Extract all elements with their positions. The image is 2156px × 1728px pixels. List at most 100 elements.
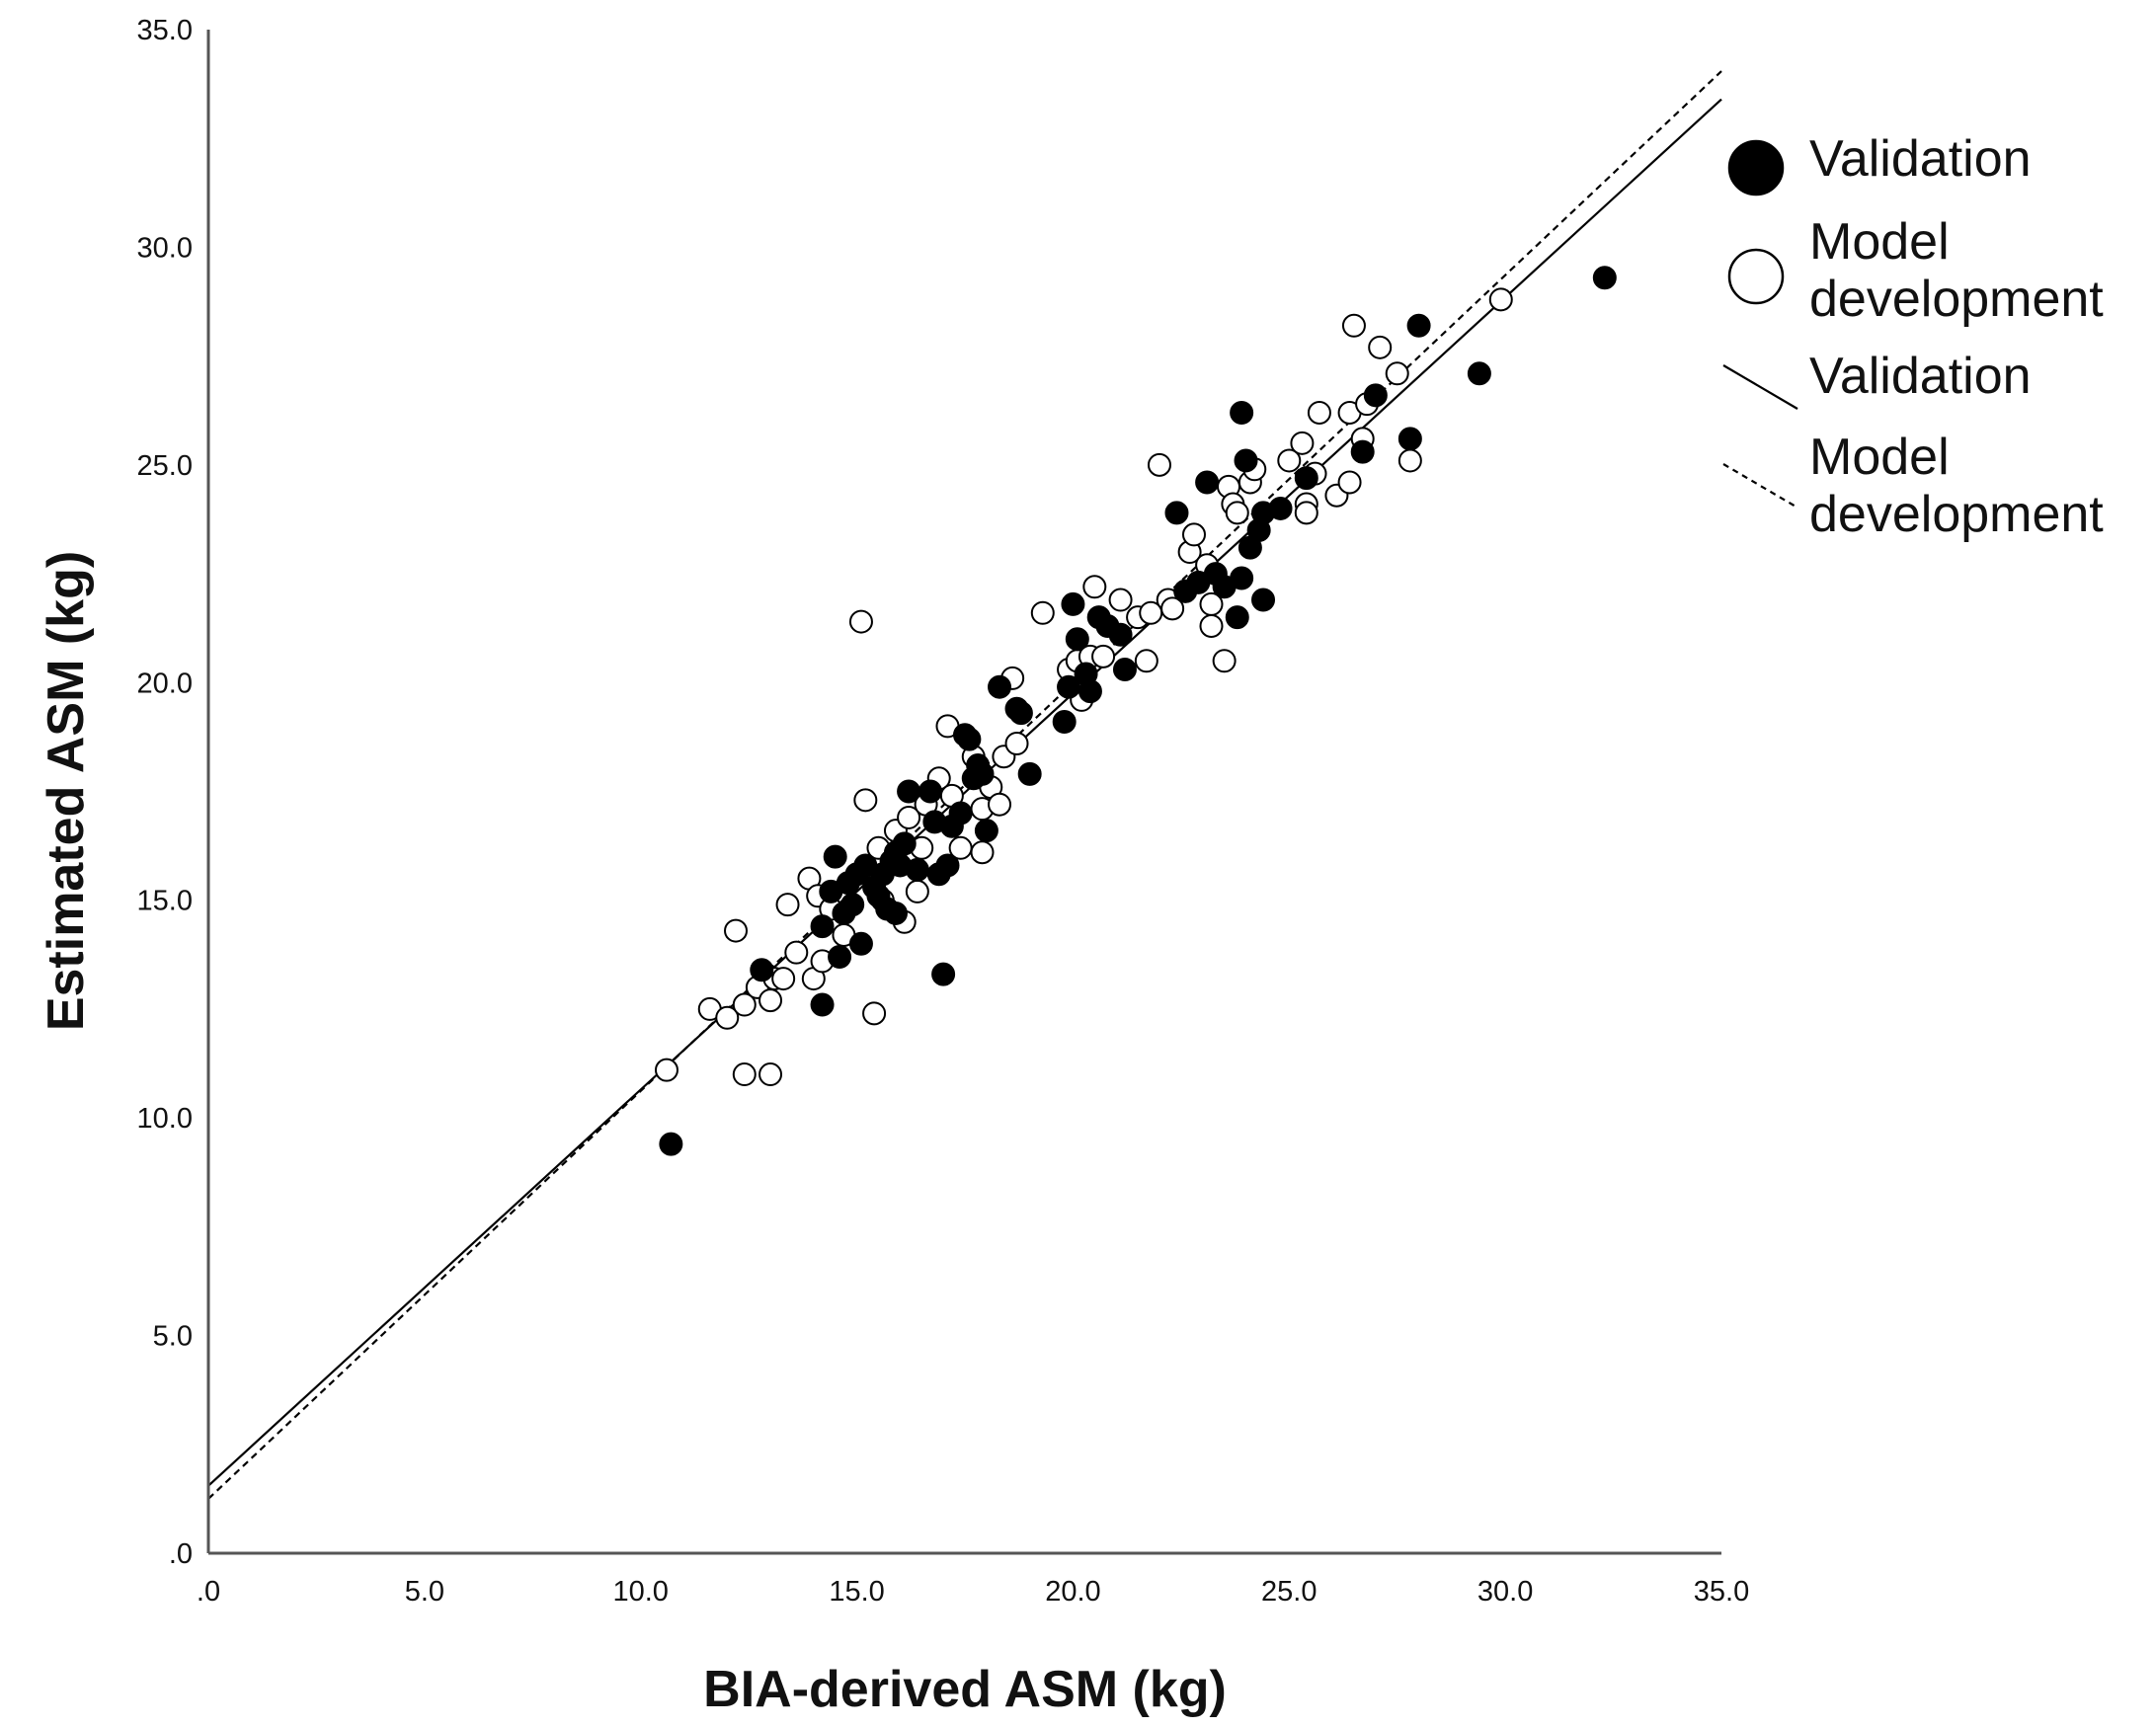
legend-validation-marker — [1727, 139, 1785, 196]
x-axis-title: BIA-derived ASM (kg) — [703, 1661, 1227, 1718]
development-point — [715, 1005, 740, 1030]
development-point — [1488, 287, 1513, 312]
legend-label: Model — [1809, 213, 1950, 271]
development-point — [1397, 448, 1422, 473]
x-tick-labels: .0 5.0 10.0 15.0 20.0 25.0 30.0 35.0 — [197, 1576, 1749, 1608]
validation-point — [823, 844, 847, 869]
validation-point — [1108, 622, 1133, 647]
validation-point — [1251, 588, 1276, 612]
validation-point — [935, 853, 960, 878]
development-point — [784, 940, 809, 965]
validation-point — [897, 779, 921, 804]
development-point — [897, 805, 921, 829]
validation-point — [883, 901, 908, 925]
validation-point — [840, 893, 865, 917]
development-point — [1341, 313, 1366, 338]
validation-point — [1164, 501, 1189, 525]
development-point — [732, 1062, 757, 1087]
y-tick-label: 20.0 — [137, 668, 193, 699]
development-point — [724, 918, 749, 943]
development-point — [1030, 600, 1055, 625]
development-point — [1307, 400, 1331, 425]
validation-point — [1078, 679, 1102, 704]
y-tick-label: 10.0 — [137, 1103, 193, 1135]
validation-point — [1112, 658, 1137, 682]
development-point — [988, 792, 1012, 817]
validation-point — [1230, 566, 1254, 590]
y-tick-labels: .0 5.0 10.0 15.0 20.0 25.0 30.0 35.0 — [137, 15, 193, 1570]
validation-point — [1195, 470, 1220, 495]
x-tick-label: 20.0 — [1045, 1576, 1100, 1608]
y-tick-label: 15.0 — [137, 886, 193, 917]
y-axis-title: Estimated ASM (kg) — [38, 551, 95, 1031]
validation-regression-line — [207, 98, 1722, 1487]
validation-point — [931, 962, 956, 986]
validation-point — [1363, 383, 1388, 408]
legend-label: Validation — [1809, 348, 2032, 405]
validation-point — [1065, 627, 1089, 652]
x-tick-label: 30.0 — [1477, 1576, 1533, 1608]
validation-point — [750, 958, 774, 982]
development-point — [1091, 644, 1116, 668]
legend-label: Model — [1809, 429, 1950, 486]
development-point — [1108, 588, 1133, 612]
validation-point — [892, 831, 917, 856]
legend-label: Validation — [1809, 130, 2032, 188]
validation-point — [1230, 400, 1254, 425]
development-point — [1277, 448, 1302, 473]
validation-point — [948, 801, 973, 825]
legend-validation-line — [1722, 364, 1798, 410]
x-tick-label: 15.0 — [829, 1576, 884, 1608]
regression-lines — [207, 70, 1722, 1500]
y-tick-label: 35.0 — [137, 15, 193, 46]
development-point — [759, 988, 783, 1013]
development-point — [1225, 501, 1249, 525]
legend-label: development — [1809, 271, 2104, 328]
development-point — [1181, 522, 1206, 547]
x-tick-label: 35.0 — [1694, 1576, 1749, 1608]
validation-point — [810, 914, 835, 939]
axes — [206, 30, 1721, 1555]
development-point — [1004, 732, 1029, 756]
validation-point — [848, 931, 873, 956]
validation-point — [905, 857, 929, 882]
development-point — [853, 788, 878, 813]
x-tick-label: 25.0 — [1261, 1576, 1317, 1608]
development-regression-line — [207, 70, 1722, 1500]
validation-point — [957, 727, 982, 751]
development-point — [1082, 575, 1107, 599]
development-point — [1134, 649, 1158, 673]
validation-point — [1592, 266, 1617, 290]
development-point — [970, 840, 995, 865]
validation-point — [1397, 427, 1422, 451]
data-points — [654, 266, 1617, 1156]
legend-label: development — [1809, 486, 2104, 543]
validation-point — [1234, 448, 1258, 473]
development-point — [1147, 452, 1171, 477]
development-point — [732, 992, 757, 1017]
validation-point — [1268, 496, 1293, 520]
validation-point — [659, 1132, 683, 1156]
development-point — [654, 1058, 679, 1082]
development-point — [771, 967, 796, 991]
y-tick-label: .0 — [169, 1538, 193, 1570]
validation-point — [810, 992, 835, 1017]
validation-point — [1017, 761, 1042, 786]
development-point — [1294, 501, 1318, 525]
validation-point — [1406, 313, 1431, 338]
validation-point — [1467, 361, 1491, 386]
legend-development-line — [1722, 463, 1798, 509]
development-point — [1199, 613, 1224, 638]
development-point — [848, 609, 873, 634]
validation-point — [828, 945, 852, 970]
validation-point — [1225, 605, 1249, 630]
x-tick-label: .0 — [197, 1576, 220, 1608]
y-tick-label: 25.0 — [137, 450, 193, 482]
validation-point — [988, 674, 1012, 699]
validation-point — [970, 761, 995, 786]
development-point — [775, 893, 800, 917]
development-point — [1337, 470, 1362, 495]
development-point — [759, 1062, 783, 1087]
validation-point — [1061, 591, 1085, 616]
